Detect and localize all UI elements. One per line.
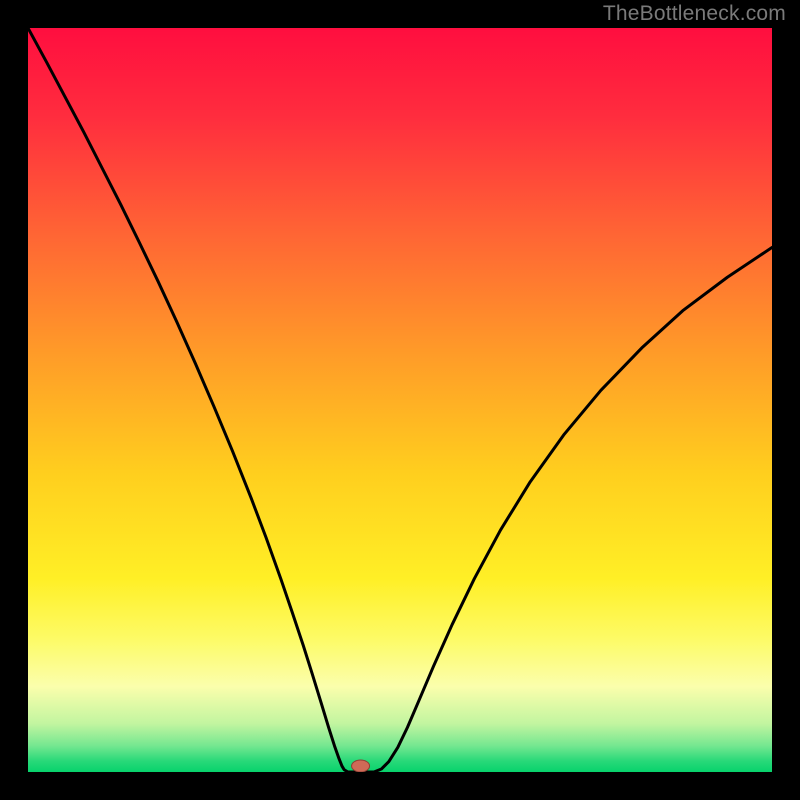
gradient-background <box>28 28 772 772</box>
watermark-text: TheBottleneck.com <box>603 2 786 26</box>
bottleneck-curve-chart <box>28 28 772 772</box>
chart-container: TheBottleneck.com <box>0 0 800 800</box>
plot-area <box>28 28 772 772</box>
optimal-point-marker <box>352 760 370 772</box>
